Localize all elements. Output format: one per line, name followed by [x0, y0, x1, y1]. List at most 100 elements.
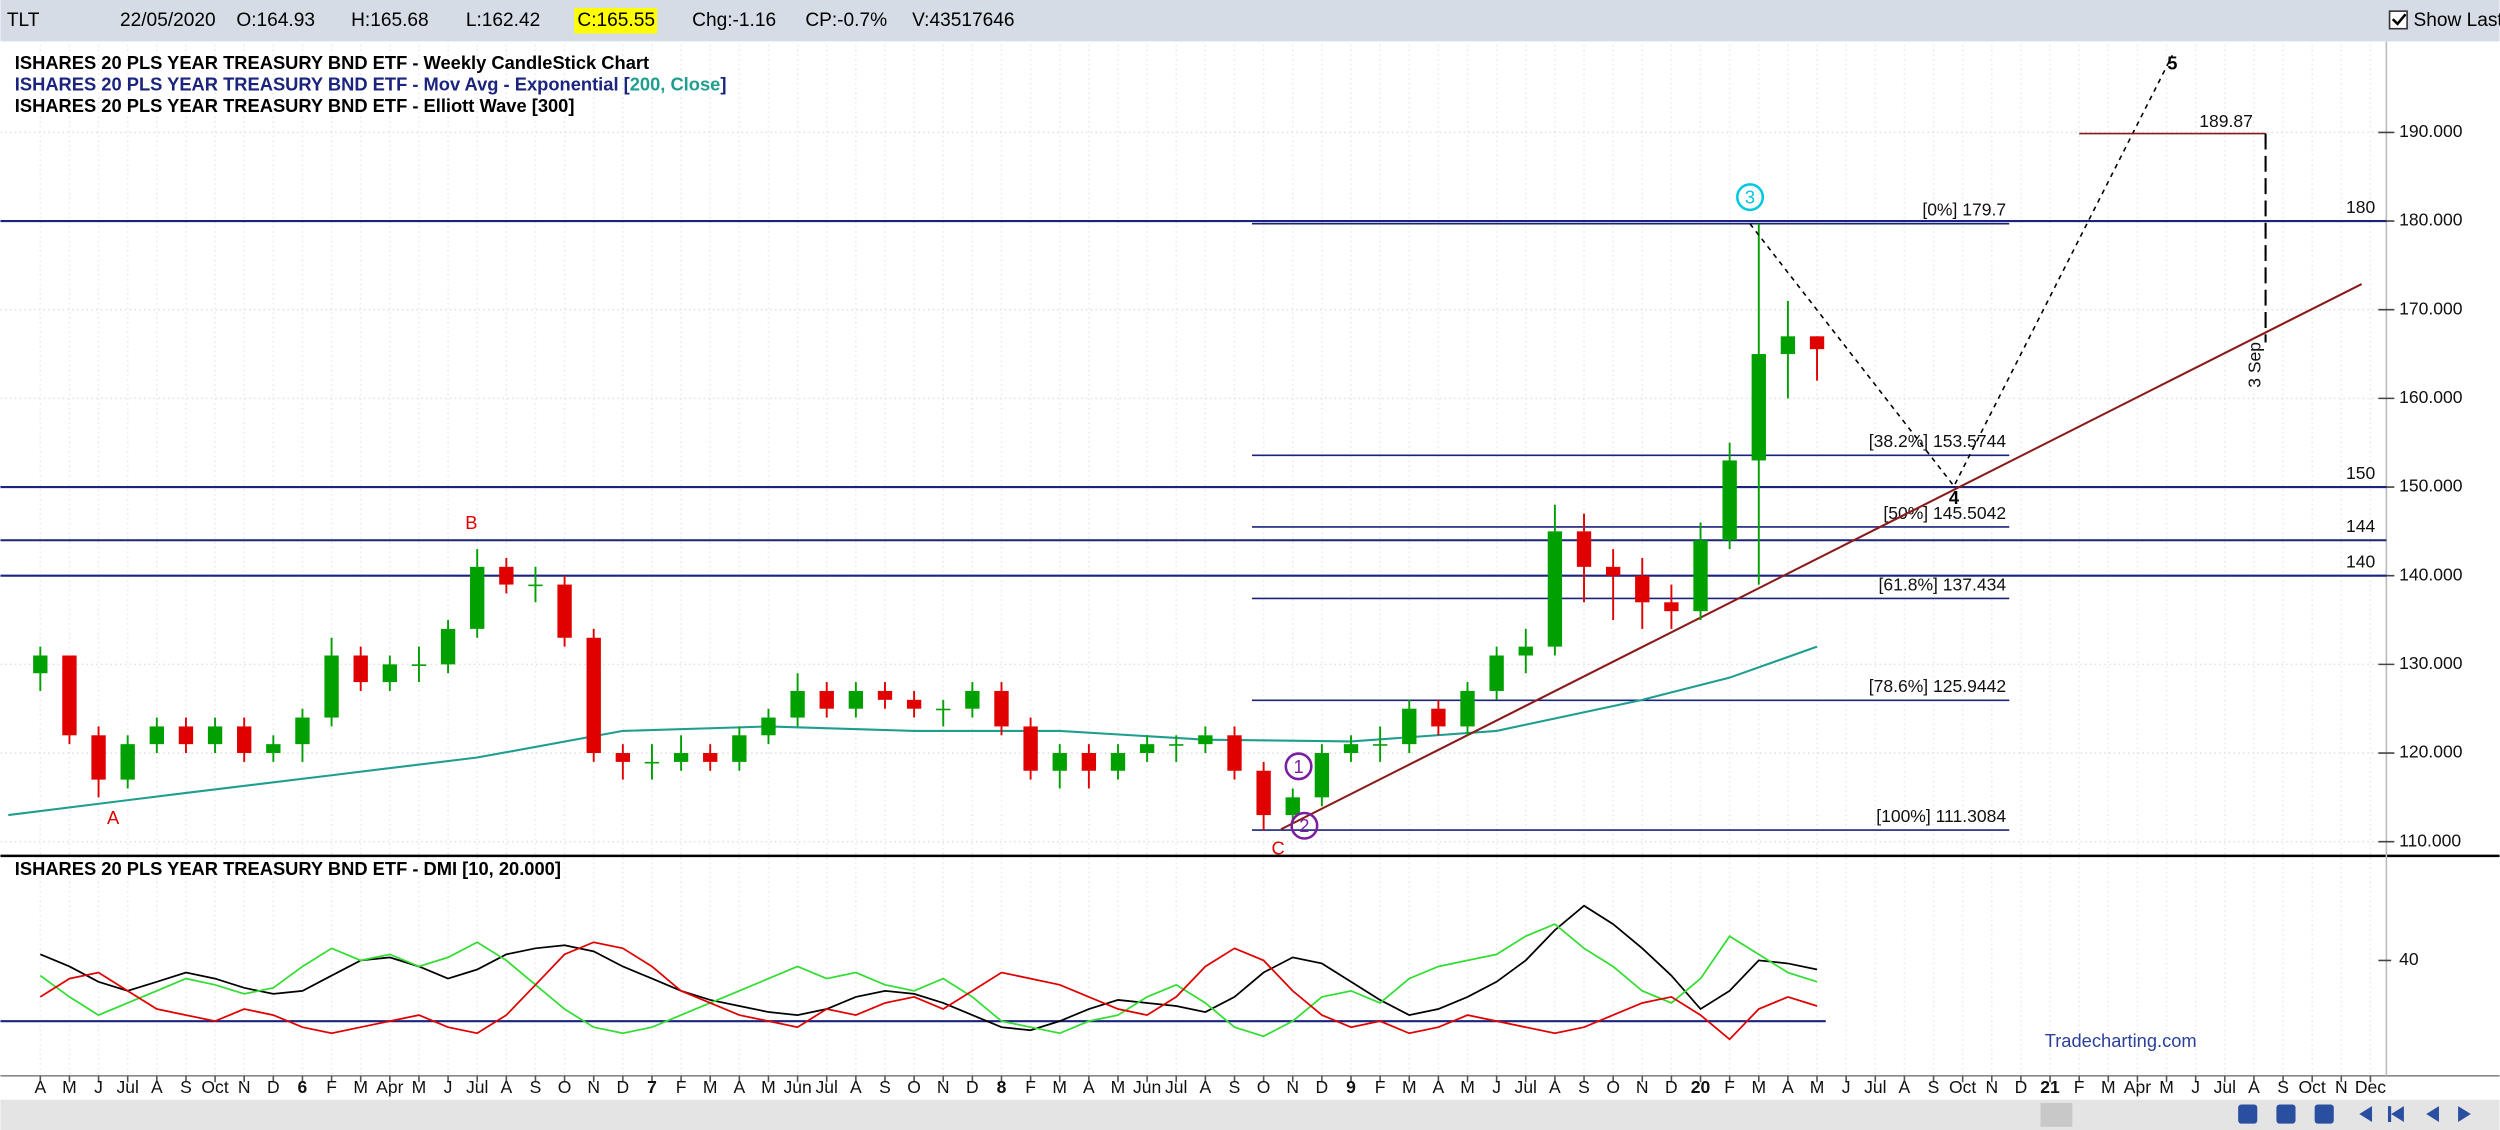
- x-tick-label: Apr: [2124, 1077, 2151, 1097]
- x-tick-label: M: [62, 1077, 77, 1097]
- candle-body: [324, 655, 339, 718]
- x-tick-label: M: [2159, 1077, 2174, 1097]
- scroll-buttons[interactable]: [2238, 1104, 2471, 1124]
- scroll-thumb[interactable]: [2040, 1102, 2073, 1127]
- x-tick-label: A: [850, 1077, 862, 1097]
- x-tick-label: F: [2074, 1077, 2085, 1097]
- legend-entry: ISHARES 20 PLS YEAR TREASURY BND ETF - M…: [15, 73, 727, 94]
- candle-body: [819, 690, 834, 709]
- zoom-button[interactable]: [2314, 1104, 2334, 1124]
- x-tick-label: D: [966, 1077, 979, 1097]
- x-tick-label: S: [530, 1077, 542, 1097]
- candle-body: [33, 655, 48, 674]
- fib-label: [100%] 111.3084: [1876, 806, 2006, 826]
- x-tick-label: 7: [647, 1077, 657, 1097]
- candle-body: [790, 690, 805, 718]
- y-tick-label: 40: [2399, 949, 2419, 969]
- x-tick-label: M: [761, 1077, 776, 1097]
- x-tick-label: S: [2277, 1077, 2289, 1097]
- x-tick-label: M: [1460, 1077, 1475, 1097]
- x-tick-label: J: [1842, 1077, 1851, 1097]
- candle-body: [761, 717, 776, 736]
- legend-text: ISHARES 20 PLS YEAR TREASURY BND ETF - E…: [15, 95, 575, 116]
- x-tick-label: Jul: [2214, 1077, 2236, 1097]
- candle-body: [1489, 655, 1504, 691]
- x-tick-label: M: [412, 1077, 427, 1097]
- candle-body: [1198, 735, 1213, 745]
- x-tick-label: O: [907, 1077, 921, 1097]
- dmi-line: [39, 923, 1818, 1038]
- x-tick-label: 8: [997, 1077, 1007, 1097]
- toolbar: [0, 0, 2500, 42]
- candle-body: [178, 726, 194, 745]
- candle-body: [1576, 531, 1592, 567]
- x-tick-label: A: [34, 1077, 46, 1097]
- x-tick-label: M: [1052, 1077, 1067, 1097]
- x-tick-label: A: [1200, 1077, 1212, 1097]
- candle-body: [1518, 646, 1533, 656]
- candle-body: [1081, 753, 1097, 771]
- x-tick-label: D: [2015, 1077, 2028, 1097]
- watermark: Tradecharting.com: [2045, 1030, 2197, 1051]
- checkbox[interactable]: [2388, 10, 2408, 30]
- x-tick-label: N: [238, 1077, 251, 1097]
- candle-body: [1372, 744, 1388, 746]
- candle-body: [62, 655, 77, 736]
- x-tick-label: M: [1810, 1077, 1825, 1097]
- toolbar-field: C:165.55: [577, 10, 655, 31]
- x-tick-label: Oct: [201, 1077, 228, 1097]
- nav-button[interactable]: [2426, 1106, 2439, 1123]
- candle-body: [1343, 744, 1359, 754]
- x-tick-label: S: [879, 1077, 891, 1097]
- nav-button[interactable]: [2387, 1106, 2404, 1123]
- x-tick-label: M: [1111, 1077, 1126, 1097]
- x-tick-label: M: [2101, 1077, 2116, 1097]
- zoom-button[interactable]: [2238, 1104, 2258, 1124]
- x-tick-label: Apr: [376, 1077, 403, 1097]
- candle-body: [207, 726, 223, 745]
- candle-body: [1314, 753, 1330, 798]
- wave-label: C: [1272, 837, 1285, 858]
- candle-body: [1431, 708, 1446, 727]
- checkmark: [2391, 13, 2407, 26]
- x-tick-label: Jul: [1515, 1077, 1537, 1097]
- candle-body: [440, 628, 456, 665]
- candle-body: [848, 690, 864, 709]
- chart-area: [0, 41, 2500, 1100]
- x-tick-label: F: [1375, 1077, 1386, 1097]
- candle-body: [1227, 735, 1242, 771]
- candle-body: [1402, 708, 1417, 745]
- nav-button[interactable]: [2359, 1106, 2373, 1123]
- candle-body: [1547, 531, 1563, 647]
- candle-body: [528, 584, 543, 587]
- y-tick-label: 180.000: [2399, 210, 2463, 230]
- fib-label: [78.6%] 125.9442: [1869, 676, 2006, 696]
- dmi-line: [39, 941, 1818, 1041]
- candle-body: [237, 726, 252, 754]
- wave-label: A: [107, 807, 120, 828]
- x-tick-label: A: [151, 1077, 163, 1097]
- dmi-title: ISHARES 20 PLS YEAR TREASURY BND ETF - D…: [15, 858, 561, 879]
- x-tick-label: 9: [1346, 1077, 1356, 1097]
- wave-circle: [1284, 752, 1313, 781]
- candle-body: [615, 753, 631, 762]
- x-tick-label: A: [1083, 1077, 1095, 1097]
- x-tick-label: Jul: [816, 1077, 838, 1097]
- fib-label: [61.8%] 137.434: [1878, 574, 2006, 594]
- x-tick-label: N: [1286, 1077, 1299, 1097]
- y-tick-label: 120.000: [2399, 742, 2463, 762]
- x-tick-label: M: [703, 1077, 718, 1097]
- wave-projection: [1749, 54, 2174, 488]
- show-last-label[interactable]: Show Last: [2413, 10, 2500, 31]
- x-tick-label: F: [326, 1077, 337, 1097]
- zoom-button[interactable]: [2276, 1104, 2296, 1124]
- x-tick-label: D: [617, 1077, 630, 1097]
- x-tick-label: O: [558, 1077, 572, 1097]
- scrollbar[interactable]: [0, 1099, 2500, 1130]
- legend-text: ]: [720, 73, 726, 94]
- candle-body: [1169, 744, 1184, 746]
- x-tick-label: J: [1492, 1077, 1501, 1097]
- candle-body: [120, 744, 135, 780]
- candle-body: [703, 753, 718, 762]
- nav-button[interactable]: [2458, 1106, 2471, 1123]
